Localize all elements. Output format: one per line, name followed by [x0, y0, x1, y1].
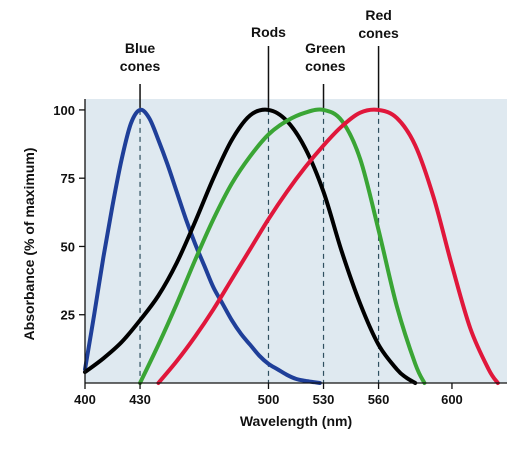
- x-tick-label: 400: [74, 392, 96, 407]
- annotation-green-cones: Green: [305, 40, 345, 56]
- x-tick-label: 530: [313, 392, 335, 407]
- x-tick-label: 560: [368, 392, 390, 407]
- series-line-blue-cones: [83, 107, 322, 385]
- y-tick-label: 50: [61, 239, 75, 254]
- y-tick-label: 100: [53, 103, 75, 118]
- annotation-red-cones: Red: [365, 7, 391, 23]
- y-axis-title: Absorbance (% of maximum): [21, 148, 37, 341]
- x-tick-label: 430: [129, 392, 151, 407]
- plot-background: [85, 99, 507, 383]
- x-tick-label: 500: [258, 392, 280, 407]
- annotation-blue-cones: Blue: [125, 40, 156, 56]
- annotation-blue-cones: cones: [120, 58, 161, 74]
- series-line-green-cones: [138, 107, 427, 385]
- x-axis-title: Wavelength (nm): [240, 413, 352, 429]
- y-tick-label: 25: [61, 308, 75, 323]
- annotation-rods: Rods: [251, 24, 286, 40]
- series-line-rods: [83, 107, 418, 385]
- annotation-green-cones: cones: [305, 58, 346, 74]
- y-tick-label: 75: [61, 171, 75, 186]
- x-tick-label: 600: [441, 392, 463, 407]
- annotation-red-cones: cones: [358, 25, 399, 41]
- series-line-red-cones: [156, 107, 500, 385]
